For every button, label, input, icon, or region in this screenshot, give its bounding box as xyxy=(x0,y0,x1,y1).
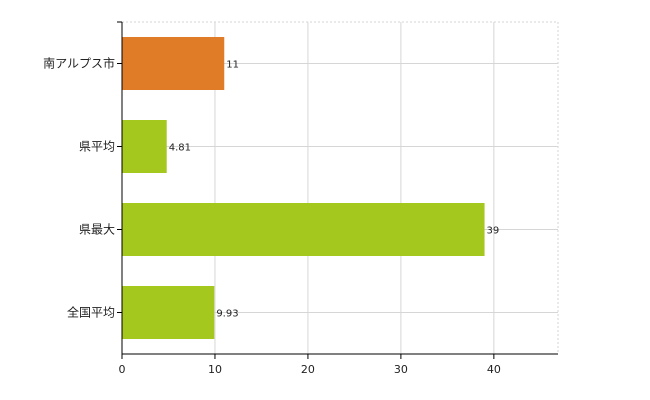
axes xyxy=(117,21,558,359)
bar xyxy=(122,120,167,173)
category-label: 県最大 xyxy=(79,223,115,237)
x-tick-label: 20 xyxy=(301,363,315,376)
data-label: 9.93 xyxy=(216,309,238,320)
bar xyxy=(122,37,225,90)
data-label: 4.81 xyxy=(169,143,191,154)
category-label: 南アルプス市 xyxy=(43,56,115,71)
data-label: 11 xyxy=(226,60,239,71)
x-tick-label: 10 xyxy=(208,363,222,376)
bars xyxy=(122,37,485,339)
bar xyxy=(122,286,215,339)
x-tick-label: 40 xyxy=(487,363,501,376)
category-label: 全国平均 xyxy=(67,305,115,320)
category-label: 県平均 xyxy=(79,140,115,154)
bar xyxy=(122,203,485,256)
x-tick-label: 0 xyxy=(119,363,126,376)
data-label: 39 xyxy=(487,226,500,237)
x-tick-label: 30 xyxy=(394,363,408,376)
